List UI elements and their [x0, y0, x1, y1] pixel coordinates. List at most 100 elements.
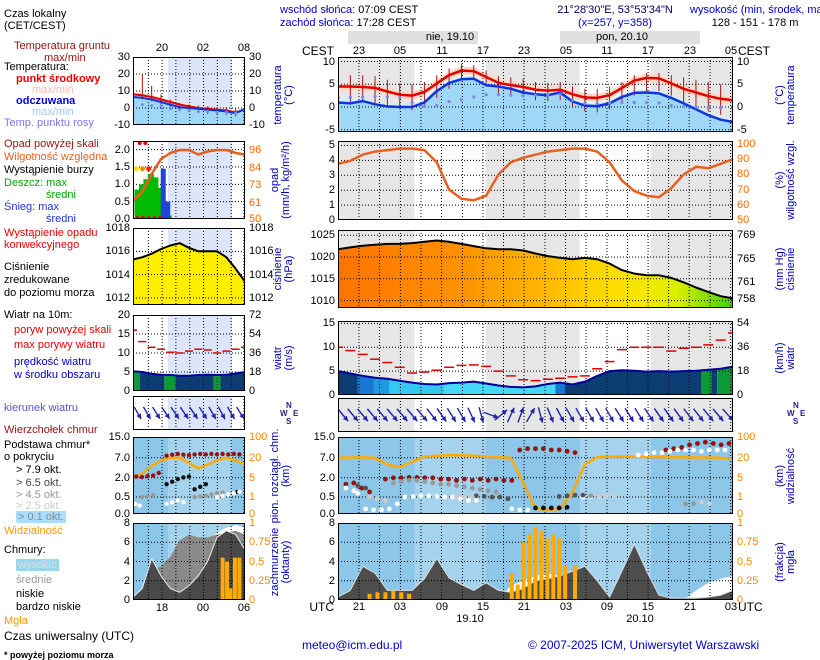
utc-tick: 09 [435, 601, 449, 613]
mini-temp-panel [133, 57, 245, 125]
main-wind-rtick: 18 [737, 365, 750, 378]
main-temp-rtick: 0 [737, 101, 744, 113]
axis-title-9: (km/h) wiatr [774, 342, 797, 374]
main-press-ltick: 1020 [310, 251, 335, 264]
mini-clouds-ltick: 0.5 [114, 491, 130, 504]
utc-tick: 21 [683, 601, 697, 613]
mini-opad-ltick: 1.5 [114, 161, 130, 173]
cest-tick: 17 [476, 45, 490, 57]
utc-label-right: UTC [738, 600, 763, 614]
sidebar-label-22: Wiatr na 10m: [4, 309, 73, 321]
mini-clouds-ltick: 0.0 [114, 508, 130, 520]
sidebar-label-35: > 0.1 okt. [16, 511, 66, 523]
utc-tick: 21 [517, 601, 531, 613]
utc-tick: 21 [352, 601, 366, 613]
mini-opad-ltick: 1.0 [114, 178, 130, 191]
mini-wind-rtick: 36 [249, 347, 262, 359]
mini-opad-rtick: 96 [249, 144, 262, 156]
mini-press-rtick: 1014 [249, 268, 274, 281]
main-clouds-ltick: 2.0 [319, 471, 335, 484]
utc-tick: 15 [476, 601, 490, 613]
sidebar-label-3: max/min [44, 52, 86, 64]
sidebar-label-9: Temp. punktu rosy [4, 117, 94, 129]
main-opad-rtick: 90 [737, 153, 750, 166]
main-opad-rtick: 100 [737, 138, 756, 151]
mini-cest-tick: 08 [237, 42, 251, 54]
main-opad-ltick: 5 [328, 139, 335, 152]
main-cover-rtick: 0.5 [737, 555, 753, 568]
main-temp-ltick: 5 [328, 78, 335, 91]
main-temp-rtick: 10 [737, 55, 750, 68]
sidebar-label-0: Czas lokalny [4, 8, 67, 20]
main-dir-panel [338, 398, 733, 432]
sidebar-label-38: wysokie [16, 559, 60, 571]
sidebar-label-13: Deszcz: max [4, 177, 67, 189]
sunset-label: zachód słońca: [280, 17, 354, 29]
utc-tick: 09 [600, 601, 614, 613]
mini-temp-rtick: 30 [249, 51, 262, 63]
main-clouds-ltick: 15.0 [313, 431, 335, 443]
mini-temp-rtick: 10 [249, 85, 262, 97]
sidebar-label-17: Wystąpienie opadu [4, 227, 98, 239]
sunset-row: zachód słońca: 17:28 CEST [280, 17, 416, 29]
sidebar-label-29: Podstawa chmur* [4, 439, 91, 451]
cest-tick: 11 [436, 45, 448, 57]
main-temp-ltick: 0 [328, 101, 335, 113]
mini-press-panel [133, 228, 245, 305]
cest-label-left: CEST [302, 44, 335, 58]
mini-temp-ltick: 10 [117, 85, 130, 97]
main-wind-ltick: 15 [322, 317, 335, 330]
mini-cover-ltick: 6 [123, 536, 130, 549]
main-press-panel [338, 230, 733, 308]
sidebar-label-15: Śnieg: max [4, 201, 60, 213]
sidebar-label-5: punkt środkowy [16, 73, 101, 85]
sunrise-label: wschód słońca: [280, 4, 356, 16]
mini-clouds-rtick: 100 [249, 431, 268, 443]
mini-clouds-ltick: 7.0 [114, 451, 130, 464]
mini-press-rtick: 1012 [249, 292, 274, 304]
main-cover-rtick: 0.75 [737, 536, 759, 549]
main-cover-panel [338, 523, 733, 600]
sidebar-label-2: Temperatura gruntu [14, 40, 110, 52]
main-wind-ltick: 5 [328, 365, 335, 378]
sidebar-label-20: zredukowane [4, 274, 70, 286]
main-temp-rtick: 5 [737, 78, 744, 91]
mini-opad-panel [133, 141, 245, 219]
mini-opad-ltick: 0.0 [114, 213, 130, 225]
sunset-value: 17:28 CEST [356, 17, 417, 29]
mini-clouds-rtick: 1 [249, 491, 256, 504]
main-clouds-rtick: 1 [737, 491, 744, 504]
main-cover-ltick: 6 [328, 536, 335, 549]
main-clouds-rtick: 20 [737, 451, 750, 464]
mini-cover-rtick: 0.5 [249, 555, 265, 568]
main-clouds-panel [338, 437, 733, 514]
main-clouds-ltick: 7.0 [319, 451, 335, 464]
sidebar-label-11: Wilgotność względna [4, 151, 108, 163]
main-clouds-rtick: 100 [737, 431, 756, 443]
sidebar-label-25: prędkość wiatru [14, 356, 92, 368]
main-opad-ltick: 1 [328, 199, 335, 212]
main-clouds-rtick: 5 [737, 471, 744, 484]
sidebar-label-28: Wierzchołek chmur [4, 424, 98, 436]
main-opad-ltick: 3 [328, 169, 335, 182]
copyright-text: © 2007-2025 ICM, Uniwersytet Warszawski [528, 638, 760, 652]
utc-tick: 03 [724, 601, 738, 613]
mini-press-ltick: 1016 [105, 245, 130, 258]
sidebar-label-24: max porywy wiatru [14, 339, 106, 351]
grid-point: (x=257, y=358) [578, 17, 652, 29]
mini-dir-panel [133, 396, 245, 430]
contact-email-link[interactable]: meteo@icm.edu.pl [302, 638, 403, 652]
main-wind-panel [338, 321, 733, 395]
cest-tick: 05 [393, 45, 407, 57]
cest-tick: 11 [601, 45, 613, 57]
mini-clouds-rtick: 20 [249, 451, 262, 464]
sidebar-label-43: Czas uniwersalny (UTC) [4, 629, 135, 643]
mini-press-ltick: 1012 [105, 292, 130, 304]
mini-cest-tick: 02 [196, 42, 210, 54]
main-wind-rtick: 36 [737, 341, 750, 354]
cest-tick: 17 [641, 45, 655, 57]
sidebar-label-12: Wystąpienie burzy [4, 164, 94, 176]
main-press-ltick: 1025 [310, 229, 335, 242]
sidebar-label-16: średni [46, 213, 76, 225]
